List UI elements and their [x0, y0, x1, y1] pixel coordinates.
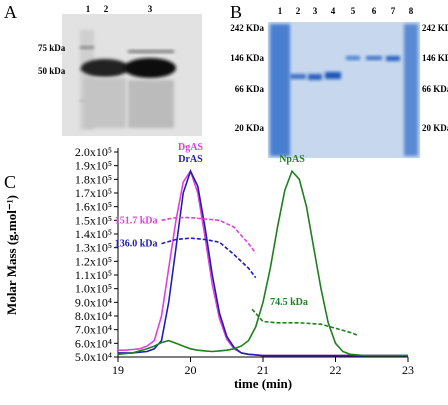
y-tick-label: 9.0x10⁴ [75, 295, 112, 309]
y-tick-label: 5.0x10⁴ [75, 350, 112, 364]
y-axis-title: Molar Mass (g.mol⁻¹) [4, 195, 19, 315]
y-tick-label: 6.0x10⁴ [75, 336, 112, 350]
marker-label: 146 KDa [230, 53, 264, 63]
series-label: 151.7 kDa [115, 215, 158, 226]
signal-line [118, 169, 408, 357]
marker-label: 242 KDa [422, 23, 448, 33]
y-tick-label: 1.6x10⁵ [75, 200, 112, 214]
marker-label: 75 kDa [38, 43, 66, 53]
y-tick-label: 1.7x10⁵ [75, 186, 112, 200]
series-label: NpAS [279, 154, 305, 165]
y-tick-label: 1.1x10⁵ [75, 268, 112, 282]
x-tick-label: 20 [185, 363, 197, 377]
lane-label: 1 [278, 6, 283, 16]
y-tick-label: 1.5x10⁵ [75, 213, 112, 227]
y-tick-label: 7.0x10⁴ [75, 323, 112, 337]
lane-label: 3 [148, 4, 153, 14]
panel-letter: A [4, 2, 17, 22]
lane-label: 1 [86, 4, 91, 14]
marker-label: 20 KDa [422, 123, 448, 133]
marker-label: 242 KDa [230, 23, 264, 33]
series-label: DgAS [178, 142, 203, 153]
y-tick-label: 1.8x10⁵ [75, 172, 112, 186]
marker-label: 66 KDa [235, 84, 265, 94]
gel-b [268, 22, 420, 158]
series-label: 136.0 kDa [115, 239, 158, 250]
lane-label: 5 [351, 6, 356, 16]
y-tick-label: 1.3x10⁵ [75, 241, 112, 255]
y-tick-label: 1.4x10⁵ [75, 227, 112, 241]
lane-label: 4 [331, 6, 336, 16]
lane-label: 7 [391, 6, 396, 16]
x-tick-label: 23 [402, 363, 414, 377]
y-tick-label: 1.9x10⁵ [75, 159, 112, 173]
panel-letter: C [4, 172, 16, 192]
gel-a [62, 14, 202, 136]
marker-label: 50 kDa [38, 66, 66, 76]
x-axis-title: time (min) [234, 376, 292, 391]
marker-label: 66 KDa [422, 84, 448, 94]
panel-letter: B [230, 2, 242, 22]
series-label: 74.5 kDa [270, 297, 308, 308]
y-tick-label: 1.2x10⁵ [75, 254, 112, 268]
lane-label: 2 [104, 4, 109, 14]
signal-line [118, 168, 408, 357]
y-tick-label: 2.0x10⁵ [75, 145, 112, 159]
molar-mass-line [161, 216, 257, 254]
x-tick-label: 22 [330, 363, 342, 377]
y-tick-label: 1.0x10⁵ [75, 282, 112, 296]
lane-label: 6 [372, 6, 377, 16]
molar-mass-line [251, 308, 358, 336]
lane-label: 2 [296, 6, 301, 16]
lane-label: 8 [409, 6, 414, 16]
series-label: DrAS [178, 154, 203, 165]
y-tick-label: 8.0x10⁴ [75, 309, 112, 323]
x-tick-label: 19 [112, 363, 124, 377]
x-tick-label: 21 [257, 363, 269, 377]
signal-line [117, 169, 408, 357]
marker-label: 146 KDa [422, 53, 448, 63]
molar-mass-line [161, 237, 257, 279]
lane-label: 3 [313, 6, 318, 16]
marker-label: 20 KDa [235, 123, 265, 133]
